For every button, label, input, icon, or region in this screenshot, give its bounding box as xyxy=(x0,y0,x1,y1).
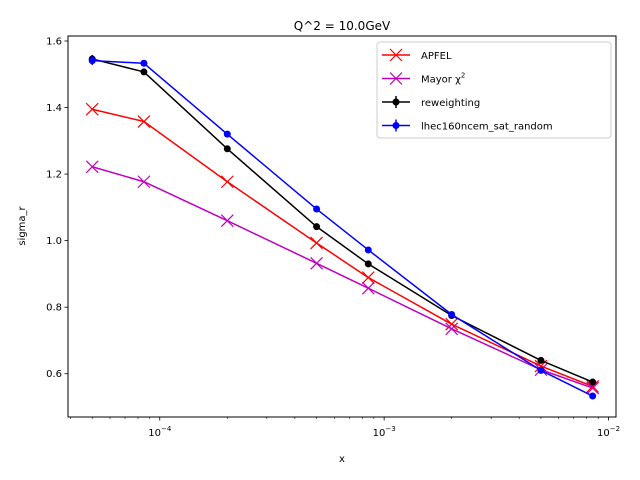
series-line xyxy=(92,166,593,389)
legend-marker xyxy=(389,72,403,85)
data-point xyxy=(85,102,99,116)
data-point xyxy=(313,205,321,213)
data-point xyxy=(589,392,597,400)
data-point xyxy=(137,115,151,128)
data-point xyxy=(586,381,600,395)
series-line xyxy=(92,59,593,397)
data-point xyxy=(310,256,324,270)
y-tick-label: 1.4 xyxy=(46,103,62,114)
legend-label: lhec160ncem_sat_random xyxy=(421,122,553,133)
data-point xyxy=(364,260,372,268)
y-tick-label: 1.2 xyxy=(46,170,62,181)
legend-marker xyxy=(392,122,400,129)
y-tick-label: 0.6 xyxy=(46,369,62,380)
data-point xyxy=(589,378,597,386)
data-point xyxy=(88,57,96,65)
legend-entry: lhec160ncem_sat_random xyxy=(382,119,553,133)
x-tick-label: 10−2 xyxy=(597,425,620,439)
y-axis-label: sigma_r xyxy=(17,205,28,245)
data-point xyxy=(223,130,231,138)
plot-area xyxy=(85,54,600,400)
data-point xyxy=(140,59,148,67)
plot-frame xyxy=(67,35,617,418)
x-tick-label: 10−4 xyxy=(148,425,172,439)
data-point xyxy=(310,236,324,250)
legend-entry: APFEL xyxy=(382,48,452,62)
x-axis-label: x xyxy=(339,454,345,465)
chart-title: Q^2 = 10.0GeV xyxy=(294,19,391,33)
data-point xyxy=(223,145,231,153)
legend-entry: Mayor χ2 xyxy=(382,72,465,86)
series-line xyxy=(92,58,593,383)
data-point xyxy=(445,322,459,336)
legend-marker xyxy=(389,48,403,62)
data-point xyxy=(85,160,99,174)
data-point xyxy=(140,68,148,76)
legend-box xyxy=(376,41,612,139)
data-point xyxy=(448,311,456,319)
legend-marker xyxy=(392,98,400,106)
data-point xyxy=(137,175,151,189)
legend-label: reweighting xyxy=(421,98,480,109)
data-point xyxy=(445,317,459,331)
data-point xyxy=(220,175,234,189)
y-tick-label: 0.8 xyxy=(46,303,62,314)
legend-label: Mayor χ2 xyxy=(421,72,465,86)
legend: APFEL Mayor χ2 reweighting lhec160ncem_sat_… xyxy=(376,41,612,139)
data-point xyxy=(313,223,321,231)
data-point xyxy=(586,379,600,393)
data-point xyxy=(361,271,375,285)
data-point xyxy=(220,214,234,228)
y-tick-label: 1.6 xyxy=(46,36,62,47)
y-tick-label: 1.0 xyxy=(46,236,62,247)
legend-entry: reweighting xyxy=(382,96,480,109)
x-tick-label: 10−3 xyxy=(373,425,396,439)
legend-label: APFEL xyxy=(421,51,452,62)
data-point xyxy=(364,246,372,254)
series-line xyxy=(92,108,593,388)
data-point xyxy=(361,281,375,295)
data-point xyxy=(537,356,545,364)
data-point xyxy=(537,366,545,374)
